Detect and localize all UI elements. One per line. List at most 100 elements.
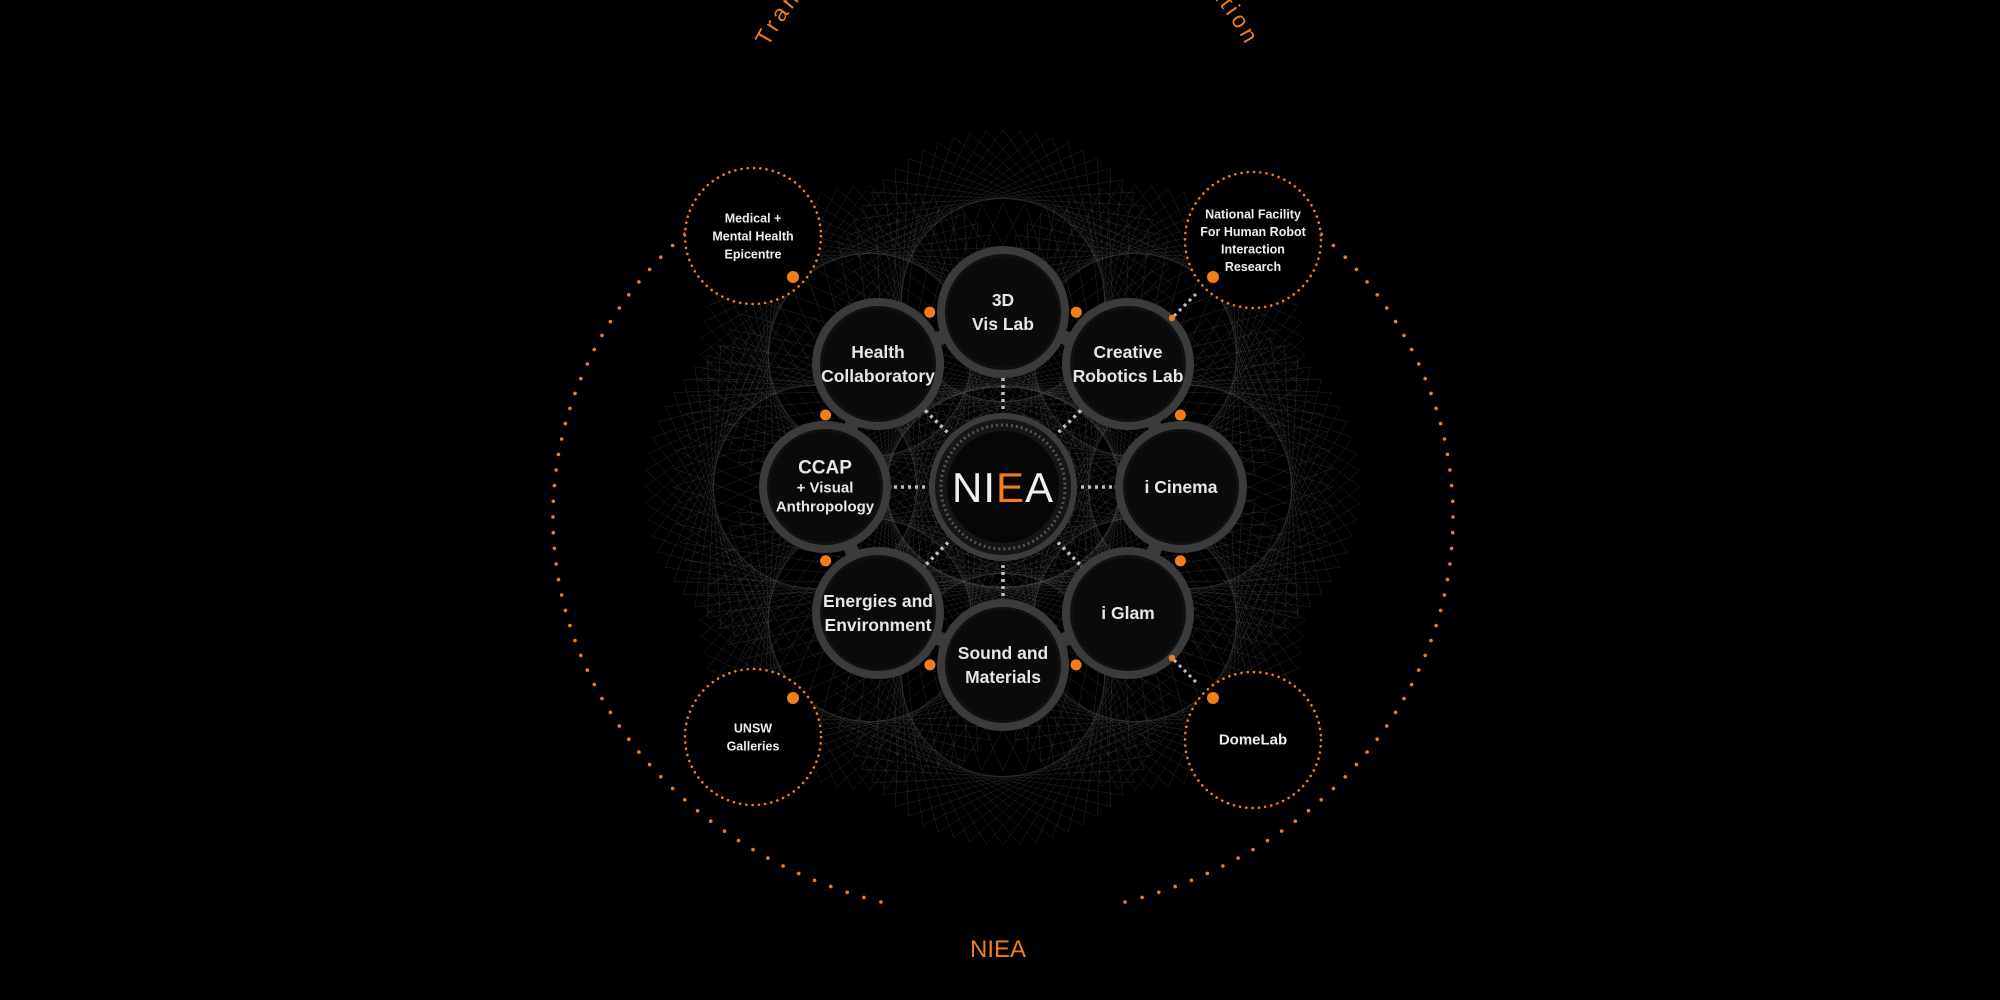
ring-dot: [552, 546, 557, 551]
node-icinema[interactable]: i Cinema: [1115, 421, 1247, 553]
outer-dotted-circle: [683, 166, 823, 306]
node-label: Environment: [825, 615, 932, 635]
ring-dot: [845, 890, 849, 895]
ring-dot: [568, 406, 572, 411]
node-energies[interactable]: Energies and Environment: [812, 547, 944, 679]
ring-dot: [551, 515, 555, 519]
outer-node-label: For Human Robot: [1200, 225, 1306, 239]
ring-dot: [554, 468, 558, 472]
outer-nodes: Medical + Mental Health Epicentre National …: [683, 166, 1323, 810]
ring-dot: [608, 319, 613, 324]
node-iglam[interactable]: i Glam: [1062, 547, 1194, 679]
ring-dot: [1293, 819, 1298, 823]
outer-marker-dot: [787, 692, 799, 704]
ring-dot: [695, 808, 700, 813]
node-ccap[interactable]: CCAP+ Visual Anthropology: [759, 421, 891, 553]
outer-dotted-circle: [683, 667, 823, 807]
ring-dot: [1438, 608, 1443, 613]
inner-nodes: 3D Vis Lab Creative Robotics Lab i Cinema i G…: [759, 246, 1247, 731]
ring-dot: [600, 696, 604, 701]
ring-dot: [1375, 737, 1379, 741]
joint-dot: [1070, 659, 1082, 671]
niea-hub[interactable]: NIEA: [929, 413, 1077, 561]
outer-dotted-circle: [1183, 170, 1323, 310]
ring-dot: [551, 499, 556, 504]
ring-dot: [556, 452, 561, 457]
outer-node-label: Interaction: [1221, 242, 1285, 256]
ring-dot: [1409, 682, 1414, 687]
ring-dot: [1429, 391, 1433, 396]
outer-node-medical[interactable]: Medical + Mental Health Epicentre: [683, 166, 823, 306]
ring-dot: [579, 653, 583, 658]
ring-dot: [1365, 280, 1369, 284]
ring-dot: [617, 306, 622, 310]
ring-dot: [1384, 306, 1389, 310]
outer-node-label: National Facility: [1205, 207, 1301, 221]
ring-dot: [1423, 376, 1427, 381]
ring-dot: [1450, 499, 1455, 504]
ring-dot: [1442, 593, 1447, 597]
ring-dot: [1450, 530, 1455, 535]
node-label: Energies and: [823, 591, 933, 611]
node-core: [823, 558, 933, 668]
node-vislab[interactable]: 3D Vis Lab: [937, 246, 1069, 378]
ring-dot: [751, 847, 755, 852]
outer-marker-dot: [1207, 692, 1219, 704]
outer-node-label: Research: [1225, 260, 1281, 274]
ring-dot: [559, 593, 564, 597]
node-core: [823, 309, 933, 419]
outer-node-galleries[interactable]: UNSW Galleries: [683, 667, 823, 807]
ring-dot: [568, 623, 572, 628]
node-robotics[interactable]: Creative Robotics Lab: [1062, 298, 1194, 430]
node-health[interactable]: Health Collaboratory: [812, 298, 944, 430]
node-label: i Cinema: [1145, 477, 1218, 497]
hub-logo: NIEA: [952, 464, 1054, 511]
outer-node-hri[interactable]: National Facility For Human Robot Interact…: [1168, 170, 1323, 322]
outer-marker-dot: [1207, 271, 1219, 283]
ring-dot: [1221, 864, 1225, 868]
ring-dot: [637, 280, 641, 284]
ring-dot: [862, 895, 866, 900]
ring-dot: [579, 376, 583, 381]
ring-dot: [1236, 856, 1240, 860]
ring-dot: [592, 682, 597, 687]
outer-node-label: UNSW: [734, 722, 772, 736]
node-label: Anthropology: [776, 498, 875, 515]
node-label: i Glam: [1101, 603, 1155, 623]
ring-dot: [736, 838, 741, 843]
ring-dot: [1416, 362, 1421, 366]
outer-node-label: Mental Health: [712, 230, 793, 244]
ring-dot: [1451, 515, 1455, 519]
ring-dot: [1375, 293, 1379, 297]
hub-logo-a: A: [1025, 464, 1054, 511]
ring-dot: [552, 483, 557, 488]
ring-dot: [1416, 668, 1421, 672]
outer-node-domelab[interactable]: DomeLab: [1168, 654, 1323, 810]
ring-dot: [585, 362, 590, 366]
outer-marker-dot: [787, 271, 799, 283]
ring-dot: [1173, 884, 1177, 889]
joint-dot: [1070, 306, 1082, 318]
node-label: Collaboratory: [821, 366, 935, 386]
ring-dot: [766, 856, 770, 860]
ring-dot: [585, 668, 590, 672]
ring-dot: [600, 333, 604, 338]
ring-dot: [1448, 468, 1452, 472]
ring-dot: [722, 829, 727, 833]
joint-dot: [1174, 409, 1186, 421]
outer-node-label: Medical +: [725, 212, 782, 226]
ring-dot: [1205, 871, 1210, 876]
ring-dot: [1354, 762, 1359, 767]
ring-dot: [1319, 798, 1323, 802]
ring-dot: [1343, 775, 1347, 779]
ring-dot: [1384, 724, 1389, 728]
ring-dot: [683, 798, 687, 802]
ring-dot: [829, 884, 833, 889]
node-core: [1126, 432, 1236, 542]
ring-dot: [1343, 255, 1347, 259]
ring-dot: [1448, 562, 1452, 566]
node-sound[interactable]: Sound and Materials: [937, 599, 1069, 731]
ring-dot: [592, 347, 597, 352]
ring-dot: [608, 710, 613, 715]
outer-link-dot: [1168, 654, 1176, 662]
